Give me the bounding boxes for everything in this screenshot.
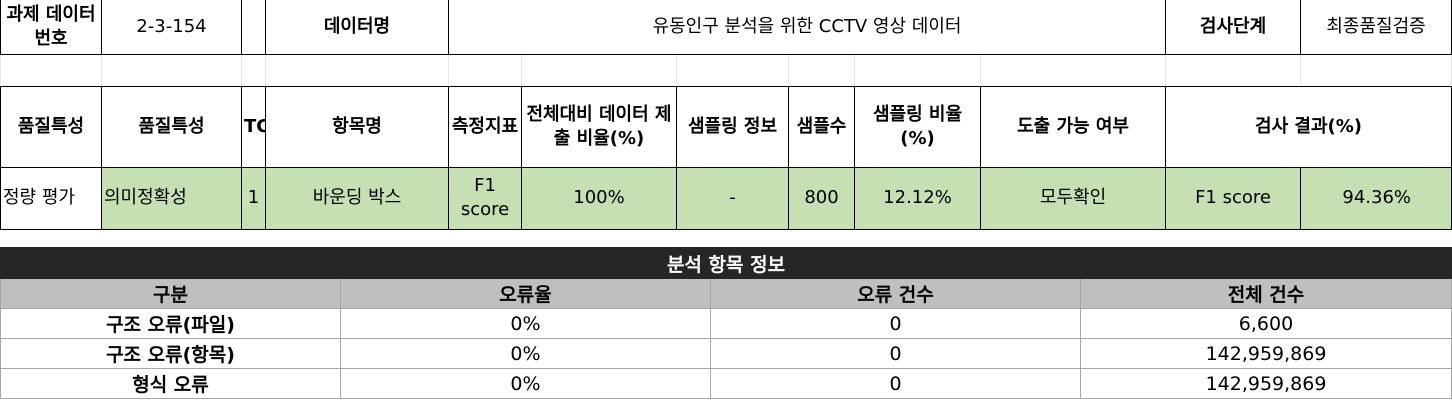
analysis-col-error-rate: 오류율: [340, 278, 711, 309]
item-name-value: 바운딩 박스: [265, 166, 449, 230]
table-row: 구조 오류(항목) 0% 0 142,959,869: [0, 338, 1452, 369]
header-tc: TC: [241, 85, 266, 168]
header-submit-ratio: 전체대비 데이터 제출 비율(%): [521, 85, 677, 168]
tc-value: 1: [241, 166, 266, 230]
inspection-stage-label: 검사단계: [1165, 0, 1302, 55]
row-error-count: 0: [710, 368, 1081, 399]
analysis-info-title: 분석 항목 정보: [0, 247, 1452, 279]
row-category: 형식 오류: [0, 368, 341, 399]
row-total-count: 142,959,869: [1080, 368, 1452, 399]
sampling-ratio-value: 12.12%: [854, 166, 981, 230]
data-name-value: 유동인구 분석을 위한 CCTV 영상 데이터: [447, 0, 1167, 55]
header-item-name: 항목명: [265, 85, 449, 168]
analysis-col-total-count: 전체 건수: [1080, 278, 1452, 309]
project-no-value: 2-3-154: [101, 0, 242, 55]
row-error-rate: 0%: [340, 368, 711, 399]
header-sample-count: 샘플수: [788, 85, 855, 168]
header-sampling-info: 샘플링 정보: [676, 85, 789, 168]
header-quality-type: 품질특성: [0, 85, 102, 168]
sample-count-value: 800: [788, 166, 855, 230]
row-total-count: 6,600: [1080, 308, 1452, 339]
row-error-rate: 0%: [340, 308, 711, 339]
quality-inspection-table: 과제 데이터번호 2-3-154 데이터명 유동인구 분석을 위한 CCTV 영…: [0, 0, 1452, 230]
header-quality-attr: 품질특성: [101, 85, 242, 168]
row-error-count: 0: [710, 338, 1081, 369]
header-result: 검사 결과(%): [1165, 85, 1452, 168]
metric-value: F1 score: [448, 166, 522, 230]
row-category: 구조 오류(파일): [0, 308, 341, 339]
spacer-row: [0, 53, 1452, 87]
analysis-info-table: 분석 항목 정보 구분 오류율 오류 건수 전체 건수 구조 오류(파일) 0%…: [0, 247, 1452, 399]
header-sampling-ratio: 샘플링 비율(%): [854, 85, 981, 168]
empty-cell: [241, 0, 266, 55]
row-total-count: 142,959,869: [1080, 338, 1452, 369]
analysis-col-error-count: 오류 건수: [710, 278, 1081, 309]
analysis-col-category: 구분: [0, 278, 341, 309]
derivable-value: 모두확인: [979, 166, 1167, 230]
project-no-label: 과제 데이터번호: [0, 0, 102, 55]
row-error-rate: 0%: [340, 338, 711, 369]
data-name-label: 데이터명: [265, 0, 449, 55]
quality-attr-value: 의미정확성: [101, 166, 242, 230]
table-row: 구조 오류(파일) 0% 0 6,600: [0, 308, 1452, 339]
result-value: 94.36%: [1300, 166, 1452, 230]
row-category: 구조 오류(항목): [0, 338, 341, 369]
summary-row: 과제 데이터번호 2-3-154 데이터명 유동인구 분석을 위한 CCTV 영…: [0, 0, 1452, 55]
quality-value-row: 정량 평가 의미정확성 1 바운딩 박스 F1 score 100% - 800…: [0, 166, 1452, 230]
result-metric-value: F1 score: [1165, 166, 1302, 230]
header-metric: 측정지표: [448, 85, 522, 168]
submit-ratio-value: 100%: [521, 166, 677, 230]
table-row: 형식 오류 0% 0 142,959,869: [0, 368, 1452, 399]
sampling-info-value: -: [676, 166, 789, 230]
analysis-header-row: 구분 오류율 오류 건수 전체 건수: [0, 278, 1452, 309]
quality-header-row: 품질특성 품질특성 TC 항목명 측정지표 전체대비 데이터 제출 비율(%) …: [0, 85, 1452, 168]
header-derivable: 도출 가능 여부: [979, 85, 1167, 168]
row-error-count: 0: [710, 308, 1081, 339]
inspection-stage-value: 최종품질검증: [1300, 0, 1452, 55]
quality-type-value: 정량 평가: [0, 166, 102, 230]
